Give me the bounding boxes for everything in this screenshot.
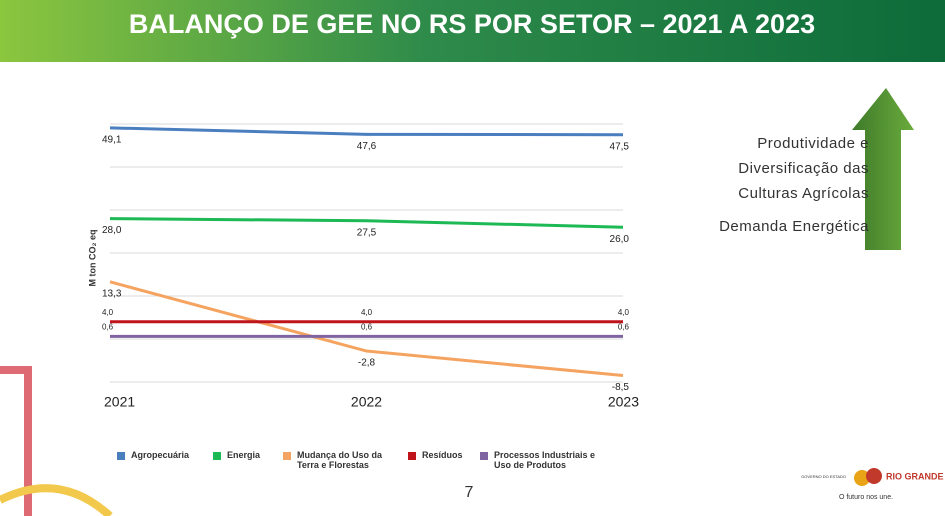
data-label: 47,6 [357, 141, 377, 152]
logo-text: O futuro nos une. [839, 494, 893, 501]
data-label: 49,1 [102, 135, 122, 146]
decoration [0, 366, 32, 516]
legend-swatch [213, 452, 221, 460]
legend-swatch [480, 452, 488, 460]
legend-item: Mudança do Uso da Terra e Florestas [283, 450, 393, 470]
plot: 2021 2022 2023 49,1 47,6 47,5 28,0 27,5 26,0 13,3… [102, 123, 639, 410]
legend-item: Agropecuária [117, 450, 189, 460]
x-tick-label: 2021 [104, 394, 135, 410]
legend-label: Processos Industriais e Uso de Produtos [494, 450, 596, 470]
data-label: 26,0 [610, 234, 630, 245]
legend-item: Processos Industriais e Uso de Produtos [480, 450, 600, 470]
legend-label: Agropecuária [131, 450, 190, 460]
data-label: 4,0 [361, 308, 373, 317]
page-number: 7 [465, 484, 474, 501]
legend-item: Resíduos [408, 450, 468, 460]
legend-swatch [283, 452, 291, 460]
legend-label: Energia [227, 450, 261, 460]
series-line [109, 217, 624, 229]
annotation: Demanda Energética [719, 218, 869, 235]
logo-text: RIO GRANDE DO SUL [886, 471, 945, 481]
data-label: 0,6 [361, 323, 373, 332]
data-label: 13,3 [102, 288, 122, 299]
data-label: 4,0 [618, 308, 630, 317]
logo-text: GOVERNO DO ESTADO [801, 474, 846, 479]
data-label: 4,0 [102, 308, 114, 317]
logo-mark [866, 468, 882, 484]
data-label: 0,6 [618, 323, 630, 332]
data-label: 28,0 [102, 225, 122, 236]
legend-swatch [408, 452, 416, 460]
legend-item: Energia [213, 450, 273, 460]
data-label: 47,5 [610, 141, 630, 152]
x-tick-label: 2022 [351, 394, 382, 410]
data-label: 27,5 [357, 227, 377, 238]
legend-swatch [117, 452, 125, 460]
data-label: 0,6 [102, 323, 114, 332]
series-line [109, 280, 624, 378]
decoration [0, 484, 113, 516]
header-bar [0, 0, 945, 62]
title: BALANÇO DE GEE NO RS POR SETOR – 2021 A … [129, 9, 815, 39]
x-tick-label: 2023 [608, 394, 639, 410]
legend-label: Mudança do Uso da Terra e Florestas [297, 450, 383, 470]
legend-label: Resíduos [422, 450, 463, 460]
annotation: Produtividade e Diversificação das Cultu… [738, 135, 869, 202]
logo-mark [854, 470, 870, 486]
legend: Agropecuária Energia Mudança do Uso da Ter… [110, 450, 630, 480]
arrow [852, 88, 914, 250]
data-label: -8,5 [612, 382, 630, 393]
data-label: -2,8 [358, 358, 376, 369]
y-axis-label: M ton CO₂ eq [87, 230, 97, 287]
series-line [109, 126, 624, 137]
logo: GOVERNO DO ESTADO RIO GRANDE DO SUL O fu… [801, 468, 945, 501]
